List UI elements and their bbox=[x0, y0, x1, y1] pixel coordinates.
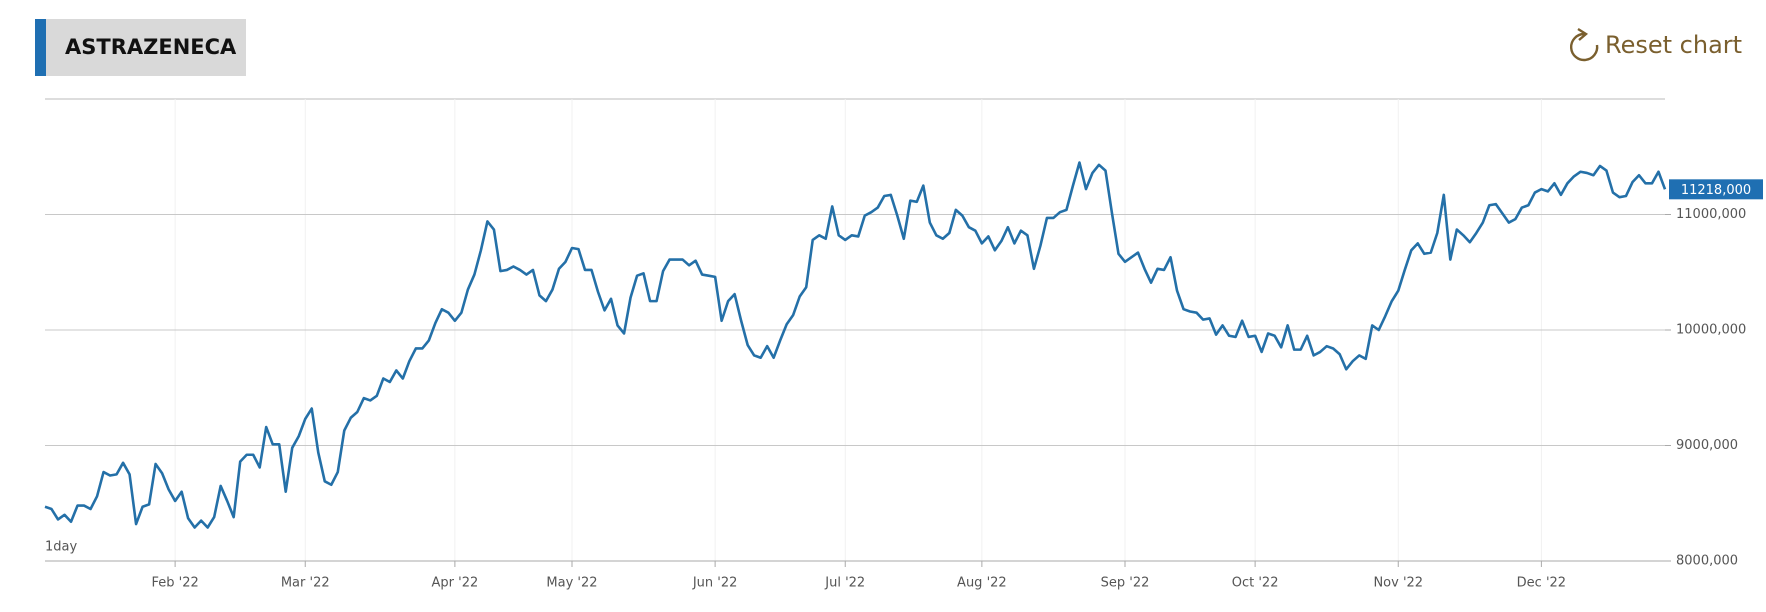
x-tick-label: Nov '22 bbox=[1373, 576, 1423, 591]
x-tick-label: Dec '22 bbox=[1517, 576, 1566, 591]
last-value-badge bbox=[1669, 179, 1763, 200]
y-tick-label: 8000,000 bbox=[1676, 554, 1738, 569]
y-tick-label: 10000,000 bbox=[1676, 323, 1746, 338]
title-accent bbox=[35, 19, 46, 76]
chart-title: ASTRAZENECA bbox=[65, 35, 237, 59]
x-tick-label: Oct '22 bbox=[1232, 576, 1279, 591]
x-tick-label: Feb '22 bbox=[151, 576, 198, 591]
last-value-label: 11218,000 bbox=[1681, 183, 1751, 198]
x-tick-label: Aug '22 bbox=[957, 576, 1007, 591]
x-tick-label: Mar '22 bbox=[281, 576, 330, 591]
reset-button[interactable]: Reset chart bbox=[1569, 27, 1742, 62]
x-tick-label: May '22 bbox=[546, 576, 597, 591]
reset-label[interactable]: Reset chart bbox=[1605, 31, 1742, 59]
reset-icon-arrow bbox=[1577, 27, 1589, 41]
interval-label: 1day bbox=[45, 540, 77, 555]
title-box bbox=[35, 19, 246, 76]
y-tick-label: 11000,000 bbox=[1676, 207, 1746, 222]
y-tick-label: 9000,000 bbox=[1676, 438, 1738, 453]
x-tick-label: Sep '22 bbox=[1101, 576, 1150, 591]
x-tick-label: Jun '22 bbox=[692, 576, 738, 591]
x-tick-label: Jul '22 bbox=[824, 576, 865, 591]
price-line bbox=[44, 161, 1667, 529]
x-tick-label: Apr '22 bbox=[432, 576, 479, 591]
reset-icon bbox=[1569, 32, 1599, 62]
